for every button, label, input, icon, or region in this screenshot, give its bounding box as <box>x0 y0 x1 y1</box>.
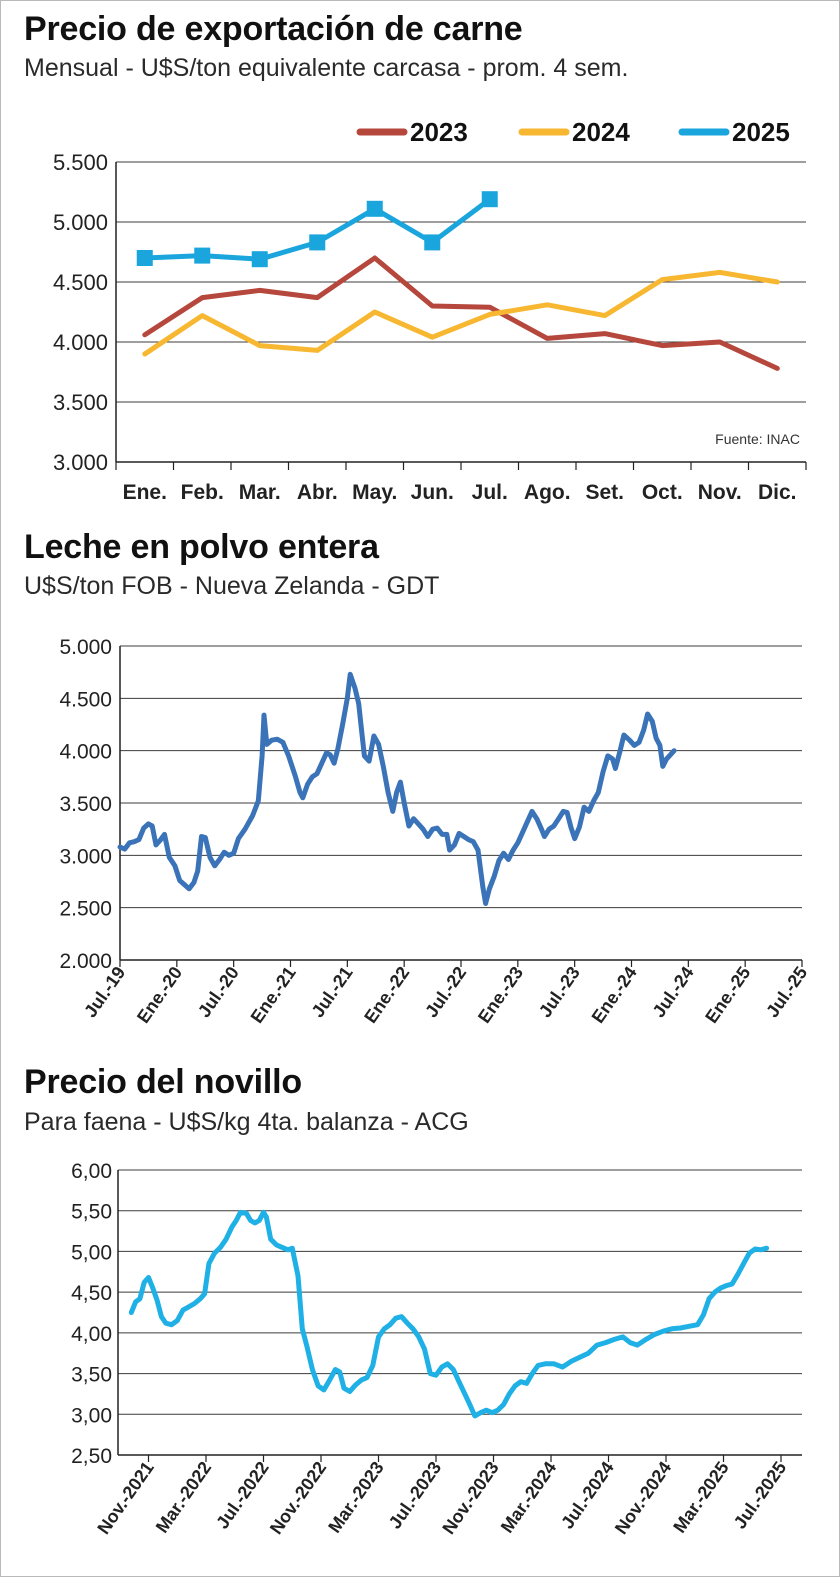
x-tick-label: Nov.-2023 <box>438 1458 502 1538</box>
x-tick-label: Jul.-22 <box>421 963 470 1021</box>
x-tick-label: Jul.-2025 <box>730 1458 791 1533</box>
y-tick-label: 5.000 <box>59 636 112 659</box>
x-tick-label: May. <box>352 481 397 504</box>
chart2-subtitle: U$S/ton FOB - Nueva Zelanda - GDT <box>24 572 440 600</box>
series-marker-2025 <box>309 234 326 251</box>
x-tick-label: Jul.-2023 <box>385 1458 446 1533</box>
series-line-2024 <box>142 269 780 357</box>
y-tick-label: 4.000 <box>53 330 108 355</box>
x-tick-label: Ene.-25 <box>701 963 754 1027</box>
x-tick-label: Jul.-21 <box>308 963 357 1021</box>
y-tick-label: 3.500 <box>53 390 108 415</box>
y-tick-label: 3.500 <box>59 793 112 816</box>
x-tick-label: Jul.-24 <box>649 963 698 1021</box>
x-tick-label: Mar.-2025 <box>669 1458 732 1537</box>
x-tick-label: Jul.-25 <box>762 963 811 1021</box>
x-tick-label: Ene.-23 <box>474 963 527 1027</box>
chart2-title: Leche en polvo entera <box>24 528 379 566</box>
y-tick-label: 4.500 <box>53 270 108 295</box>
x-tick-label: Nov. <box>698 481 742 504</box>
y-tick-label: 2.500 <box>59 898 112 921</box>
series-marker-2025 <box>194 247 211 264</box>
series-line-steer-price <box>128 1209 770 1419</box>
x-tick-label: Mar.-2024 <box>497 1458 560 1537</box>
y-tick-label: 5.500 <box>53 150 108 175</box>
x-tick-label: Ene.-20 <box>133 963 186 1027</box>
y-tick-label: 3.000 <box>53 450 108 475</box>
y-tick-label: 3,00 <box>71 1404 112 1427</box>
x-tick-label: Jul.-2022 <box>212 1458 273 1533</box>
x-tick-label: Ene. <box>123 481 167 504</box>
x-tick-label: Abr. <box>297 481 338 504</box>
source-annotation: Fuente: INAC <box>715 431 800 447</box>
series-marker-2025 <box>136 250 153 266</box>
x-tick-label: Mar. <box>239 481 281 504</box>
y-tick-label: 2,50 <box>71 1445 112 1468</box>
x-tick-label: Jul. <box>472 481 508 504</box>
series-line-milk-powder <box>117 671 677 906</box>
legend-label-2025: 2025 <box>732 117 790 147</box>
x-tick-label: Set. <box>585 481 624 504</box>
series-line-2023 <box>142 255 780 371</box>
x-tick-label: Mar.-2022 <box>152 1458 215 1537</box>
x-tick-label: Ene.-24 <box>588 963 641 1027</box>
chart1-subtitle: Mensual - U$S/ton equivalente carcasa - … <box>24 54 629 82</box>
chart3-steer-price: 2,50 3,00 3,50 4,00 4,50 5,00 5,50 6,00 Nov.-202… <box>71 1160 802 1538</box>
y-tick-label: 3,50 <box>71 1364 112 1387</box>
y-tick-label: 2.000 <box>59 950 112 973</box>
chart3-subtitle: Para faena - U$S/kg 4ta. balanza - ACG <box>24 1108 469 1136</box>
chart3-title: Precio del novillo <box>24 1063 302 1101</box>
x-tick-label: Jul.-20 <box>194 963 243 1021</box>
y-tick-label: 5.000 <box>53 210 108 235</box>
y-tick-label: 3.000 <box>59 845 112 868</box>
x-tick-label: Ene.-22 <box>360 963 413 1027</box>
y-tick-label: 4,00 <box>71 1323 112 1346</box>
legend-label-2023: 2023 <box>410 117 468 147</box>
series-marker-2025 <box>251 251 268 268</box>
y-tick-label: 6,00 <box>71 1160 112 1183</box>
x-tick-label: Feb. <box>181 481 224 504</box>
x-tick-label: Jul.-2024 <box>557 1458 618 1533</box>
x-tick-label: Ene.-21 <box>247 963 300 1027</box>
x-tick-label: Ago. <box>524 481 571 504</box>
series-marker-2025 <box>366 200 383 217</box>
chart1-beef-export-price: 3.000 3.500 4.000 4.500 5.000 5.500 Ene. Feb. Ma… <box>53 117 807 504</box>
x-tick-label: Nov.-2024 <box>611 1458 675 1538</box>
x-tick-label: Oct. <box>642 481 683 504</box>
y-tick-label: 4.000 <box>59 741 112 764</box>
series-marker-2025 <box>424 234 441 251</box>
x-tick-label: Jul.-23 <box>535 963 584 1021</box>
y-tick-label: 4.500 <box>59 688 112 711</box>
x-tick-label: Jun. <box>411 481 454 504</box>
series-marker-2025 <box>481 191 498 208</box>
chart1-title: Precio de exportación de carne <box>24 10 523 48</box>
x-tick-label: Nov.-2021 <box>93 1458 157 1538</box>
x-tick-label: Mar.-2023 <box>324 1458 387 1537</box>
y-tick-label: 5,50 <box>71 1201 112 1224</box>
y-tick-label: 5,00 <box>71 1241 112 1264</box>
y-tick-label: 4,50 <box>71 1282 112 1305</box>
chart2-whole-milk-powder: 2.000 2.500 3.000 3.500 4.000 4.500 5.000 Jul.-… <box>59 636 811 1027</box>
x-tick-label: Dic. <box>758 481 797 504</box>
x-tick-label: Nov.-2022 <box>266 1458 330 1538</box>
legend-label-2024: 2024 <box>572 117 630 147</box>
